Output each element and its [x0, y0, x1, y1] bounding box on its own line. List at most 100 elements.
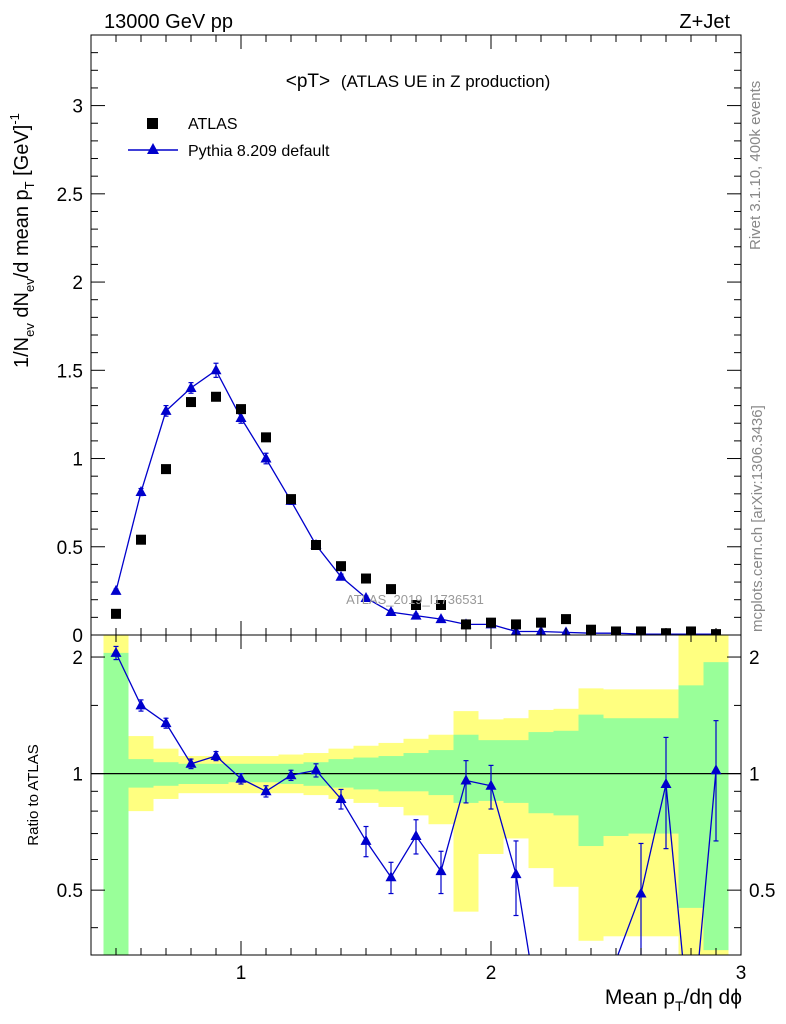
ratio-xtick-label: 2 [486, 963, 497, 984]
pythia-point [360, 591, 372, 602]
ratio-point [485, 779, 497, 790]
ratio-axes: 0.5 0.5 1 1 2 2 1 2 3 [57, 635, 775, 984]
main-ytick-label: 2 [72, 273, 83, 294]
ratio-point [260, 785, 272, 796]
ratio-band-inner [428, 750, 454, 796]
ratio-point [435, 865, 447, 876]
atlas-point [111, 608, 121, 619]
ratio-point [110, 646, 122, 657]
ratio-plot-area [91, 635, 741, 955]
ratio-ytick-label-right: 2 [749, 648, 760, 669]
legend: ATLAS Pythia 8.209 default [128, 116, 330, 160]
process-label: Z+Jet [679, 11, 730, 33]
legend-marker-atlas [147, 118, 158, 129]
pythia-point [435, 613, 447, 624]
ylabel-part-2: dN [11, 292, 33, 323]
legend-label-pythia: Pythia 8.209 default [188, 143, 330, 160]
main-ytick-label: 3 [72, 97, 83, 118]
pythia-point [110, 584, 122, 595]
ratio-ytick-label: 0.5 [57, 881, 83, 902]
atlas-point [211, 391, 221, 402]
pythia-point [335, 570, 347, 581]
main-ytick-label: 0 [72, 626, 83, 647]
ratio-point [310, 764, 322, 775]
plot-subtitle: (ATLAS UE in Z production) [341, 72, 550, 91]
ratio-xlabel: Mean pT/dη dϕ [605, 986, 742, 1014]
ylabel-sub-ev1: ev [22, 323, 37, 337]
rivet-label: Rivet 3.1.10, 400k events [747, 81, 764, 250]
ratio-band-inner [503, 740, 529, 803]
ratio-band-inner [403, 753, 429, 792]
ratio-band-inner [103, 652, 129, 955]
atlas-point [511, 619, 521, 630]
atlas-point [461, 619, 471, 630]
atlas-point [161, 464, 171, 475]
xlabel-part-2: /dη dϕ [684, 986, 742, 1009]
ratio-ytick-label-right: 1 [749, 765, 760, 786]
ratio-point [410, 829, 422, 840]
ratio-point [460, 774, 472, 785]
ratio-point [635, 887, 647, 898]
ratio-ytick-label: 1 [72, 765, 83, 786]
watermark: ATLAS_2019_I1736531 [346, 592, 484, 607]
ratio-band-inner [628, 718, 654, 834]
atlas-point [186, 397, 196, 408]
ratio-band-inner [678, 685, 704, 908]
atlas-point [261, 432, 271, 443]
pythia-point [185, 381, 197, 392]
ratio-band-inner [528, 732, 554, 814]
ratio-band-inner [578, 714, 604, 847]
ratio-xtick-label: 3 [736, 963, 747, 984]
ratio-point [135, 699, 147, 710]
main-ytick-label: 2.5 [57, 185, 83, 206]
pythia-point [210, 364, 222, 375]
ratio-point [360, 834, 372, 845]
ratio-ytick-label: 2 [72, 648, 83, 669]
ratio-point [710, 764, 722, 775]
ratio-point [385, 871, 397, 882]
pythia-point [385, 606, 397, 617]
pythia-point [235, 411, 247, 422]
pythia-point [160, 404, 172, 415]
ratio-point [510, 868, 522, 879]
ylabel-unit: [GeV] [11, 125, 33, 182]
atlas-point [361, 573, 371, 584]
atlas-point [536, 617, 546, 628]
main-ylabel: 1/Nev dNev/d mean pT [GeV]-1 [7, 113, 37, 368]
atlas-point [336, 561, 346, 572]
plot-title: <pT> (ATLAS UE in Z production) [286, 71, 551, 92]
ylabel-sub-t: T [22, 181, 37, 189]
plot-title-main: <pT> [286, 71, 330, 92]
ratio-point [660, 777, 672, 788]
pythia-point [260, 452, 272, 463]
atlas-point [311, 540, 321, 550]
ratio-point [285, 769, 297, 780]
xlabel-part-0: Mean p [605, 986, 675, 1009]
main-ytick-label: 1.5 [57, 361, 83, 382]
atlas-point [436, 600, 446, 610]
atlas-point [136, 534, 146, 545]
atlas-point [386, 584, 396, 595]
xlabel-sub-t: T [675, 998, 684, 1014]
ratio-band-inner [603, 718, 629, 836]
ratio-point [235, 772, 247, 783]
mcplots-label: mcplots.cern.ch [arXiv:1306.3436] [749, 405, 766, 632]
main-ytick-label: 0.5 [57, 538, 83, 559]
ratio-point [185, 757, 197, 768]
ratio-xtick-label: 1 [236, 963, 247, 984]
pythia-point [410, 609, 422, 620]
atlas-point [561, 614, 571, 625]
legend-marker-pythia [147, 143, 159, 154]
main-ytick-label: 1 [72, 450, 83, 471]
ratio-ylabel: Ratio to ATLAS [25, 744, 42, 845]
ylabel-part-4: /d mean p [11, 189, 33, 278]
ylabel-sub-ev2: ev [22, 278, 37, 292]
ratio-point [210, 750, 222, 761]
ylabel-part-0: 1/N [11, 337, 33, 368]
ylabel-sup: -1 [7, 113, 22, 125]
energy-label: 13000 GeV pp [104, 11, 233, 33]
pythia-point [135, 486, 147, 497]
ratio-point [160, 717, 172, 728]
ratio-point [335, 792, 347, 803]
